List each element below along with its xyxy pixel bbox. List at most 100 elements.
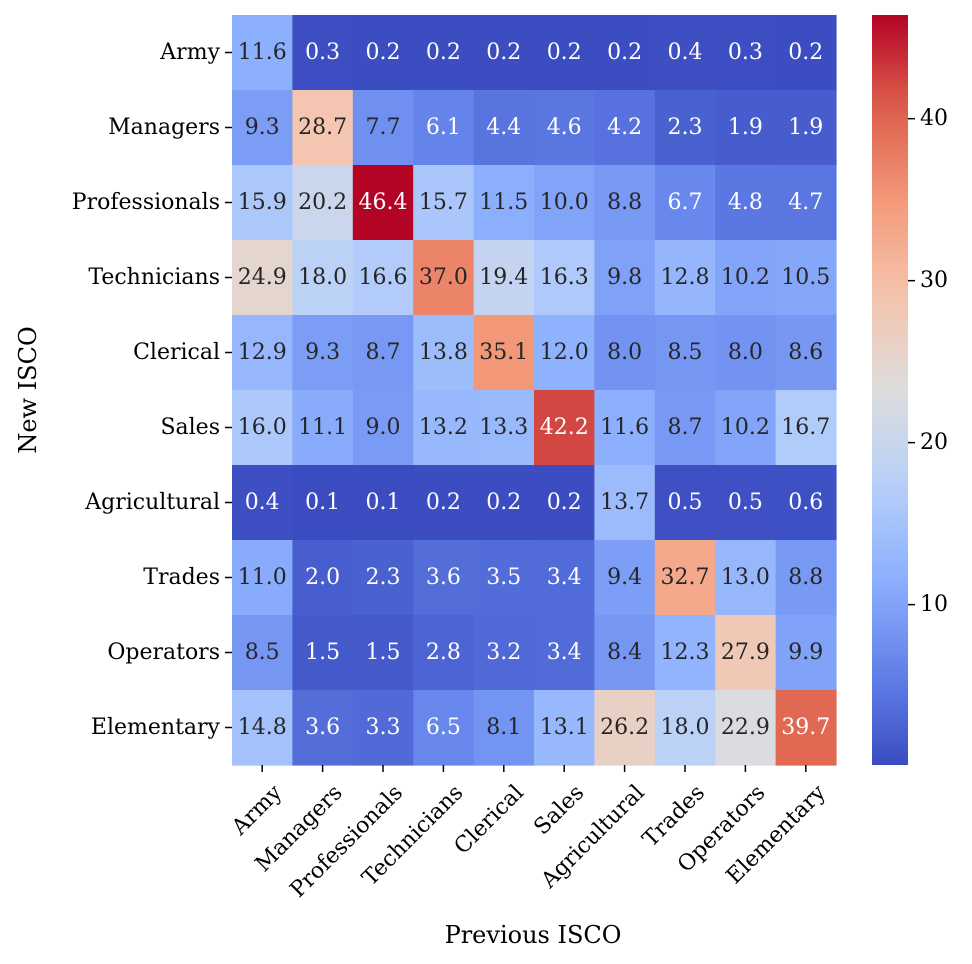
heatmap-cell-value: 8.5 (245, 640, 280, 665)
heatmap-cell (352, 165, 414, 241)
heatmap-cell (594, 390, 656, 466)
heatmap-cell (413, 390, 475, 466)
heatmap-cell-value: 2.3 (366, 565, 401, 590)
heatmap-cell (413, 615, 475, 691)
heatmap-cell-value: 9.8 (607, 265, 642, 290)
heatmap-cell-value: 3.3 (366, 715, 401, 740)
heatmap-cell-value: 7.7 (366, 115, 401, 140)
heatmap-cell-value: 8.7 (668, 415, 703, 440)
heatmap-cell-value: 0.2 (426, 40, 461, 65)
heatmap-cell-value: 0.5 (728, 490, 763, 515)
heatmap-cell-value: 13.8 (419, 340, 468, 365)
heatmap-cell (654, 315, 716, 391)
heatmap-cell (473, 690, 535, 766)
heatmap-cell-value: 4.8 (728, 190, 763, 215)
heatmap-cell (715, 15, 777, 91)
heatmap-cell (232, 615, 293, 691)
heatmap-cell-value: 0.2 (788, 40, 823, 65)
heatmap-cells (232, 15, 837, 766)
heatmap-cell (534, 615, 595, 691)
heatmap-cell (413, 315, 475, 391)
heatmap-cell-value: 16.7 (781, 415, 830, 440)
heatmap-cell-value: 10.0 (540, 190, 589, 215)
heatmap-cell-value: 12.9 (238, 340, 287, 365)
y-tick-label: Managers (108, 115, 220, 140)
heatmap-cell (715, 165, 777, 241)
heatmap-cell (775, 465, 837, 541)
heatmap-cell (352, 615, 414, 691)
heatmap-cell-value: 9.0 (366, 415, 401, 440)
heatmap-cell (594, 615, 656, 691)
heatmap-cell (654, 90, 716, 166)
heatmap-cell-value: 0.2 (426, 490, 461, 515)
heatmap-cell-value: 3.6 (426, 565, 461, 590)
heatmap-cell (232, 90, 293, 166)
heatmap-cell-value: 8.5 (668, 340, 703, 365)
heatmap-cell-value: 8.8 (788, 565, 823, 590)
heatmap-cell (715, 540, 777, 616)
y-tick-label: Technicians (88, 265, 220, 290)
heatmap-cell-value: 8.0 (607, 340, 642, 365)
x-axis: ArmyManagersProfessionalsTechniciansCler… (227, 765, 831, 903)
heatmap-cell-value: 11.5 (479, 190, 528, 215)
colorbar-gradient (872, 15, 908, 765)
heatmap-cell (594, 165, 656, 241)
heatmap-cell (292, 615, 354, 691)
heatmap-cell-value: 1.5 (366, 640, 401, 665)
heatmap-cell-value: 28.7 (298, 115, 347, 140)
heatmap-cell-value: 26.2 (600, 715, 649, 740)
heatmap-cell (352, 315, 414, 391)
y-tick-label: Army (159, 40, 220, 65)
heatmap-cell (594, 465, 656, 541)
heatmap-cell (292, 690, 354, 766)
colorbar-tick-label: 30 (920, 268, 948, 293)
heatmap-cell-value: 22.9 (721, 715, 770, 740)
heatmap-cell (232, 690, 293, 766)
heatmap-cell-value: 0.1 (305, 490, 340, 515)
heatmap-cell (534, 690, 595, 766)
heatmap-cell (292, 90, 354, 166)
heatmap-cell-value: 10.5 (781, 265, 830, 290)
heatmap-cell (292, 15, 354, 91)
heatmap-cell-value: 0.2 (547, 40, 582, 65)
heatmap-cell-value: 9.4 (607, 565, 642, 590)
heatmap-cell-value: 0.2 (607, 40, 642, 65)
heatmap-cell-value: 42.2 (540, 415, 589, 440)
heatmap-cell-value: 9.3 (305, 340, 340, 365)
y-tick-label: Professionals (72, 190, 220, 215)
y-tick-label: Sales (160, 415, 220, 440)
heatmap-cell (352, 540, 414, 616)
heatmap-cell-value: 11.6 (600, 415, 649, 440)
heatmap-cell (232, 165, 293, 241)
heatmap-cell (534, 165, 595, 241)
heatmap-cell-value: 27.9 (721, 640, 770, 665)
y-tick-label: Elementary (91, 715, 221, 740)
heatmap-cell (534, 540, 595, 616)
y-axis: Army Managers Professionals Technicians Cler… (72, 40, 232, 740)
heatmap-cell-value: 0.4 (245, 490, 280, 515)
heatmap-cell-value: 2.0 (305, 565, 340, 590)
heatmap-cell-value: 4.7 (788, 190, 823, 215)
heatmap-cell (715, 90, 777, 166)
heatmap-cell-value: 1.5 (305, 640, 340, 665)
heatmap-cell (352, 240, 414, 316)
heatmap-cell (775, 15, 837, 91)
heatmap-cell-value: 3.5 (486, 565, 521, 590)
heatmap-cell-value: 10.2 (721, 415, 770, 440)
heatmap-cell (292, 315, 354, 391)
heatmap-cell-value: 0.2 (547, 490, 582, 515)
y-tick-label: Agricultural (84, 490, 220, 515)
colorbar-tick-label: 20 (920, 430, 948, 455)
heatmap-cell (473, 540, 535, 616)
heatmap-cell (715, 615, 777, 691)
heatmap-cell (352, 465, 414, 541)
heatmap-cell-value: 9.9 (788, 640, 823, 665)
heatmap-cell-value: 0.6 (788, 490, 823, 515)
heatmap-cell-value: 35.1 (479, 340, 528, 365)
heatmap-cell (715, 690, 777, 766)
heatmap-cell (534, 315, 595, 391)
heatmap-cell-value: 13.2 (419, 415, 468, 440)
heatmap-cell-value: 3.4 (547, 640, 582, 665)
heatmap-cell (292, 240, 354, 316)
heatmap-cell (352, 690, 414, 766)
